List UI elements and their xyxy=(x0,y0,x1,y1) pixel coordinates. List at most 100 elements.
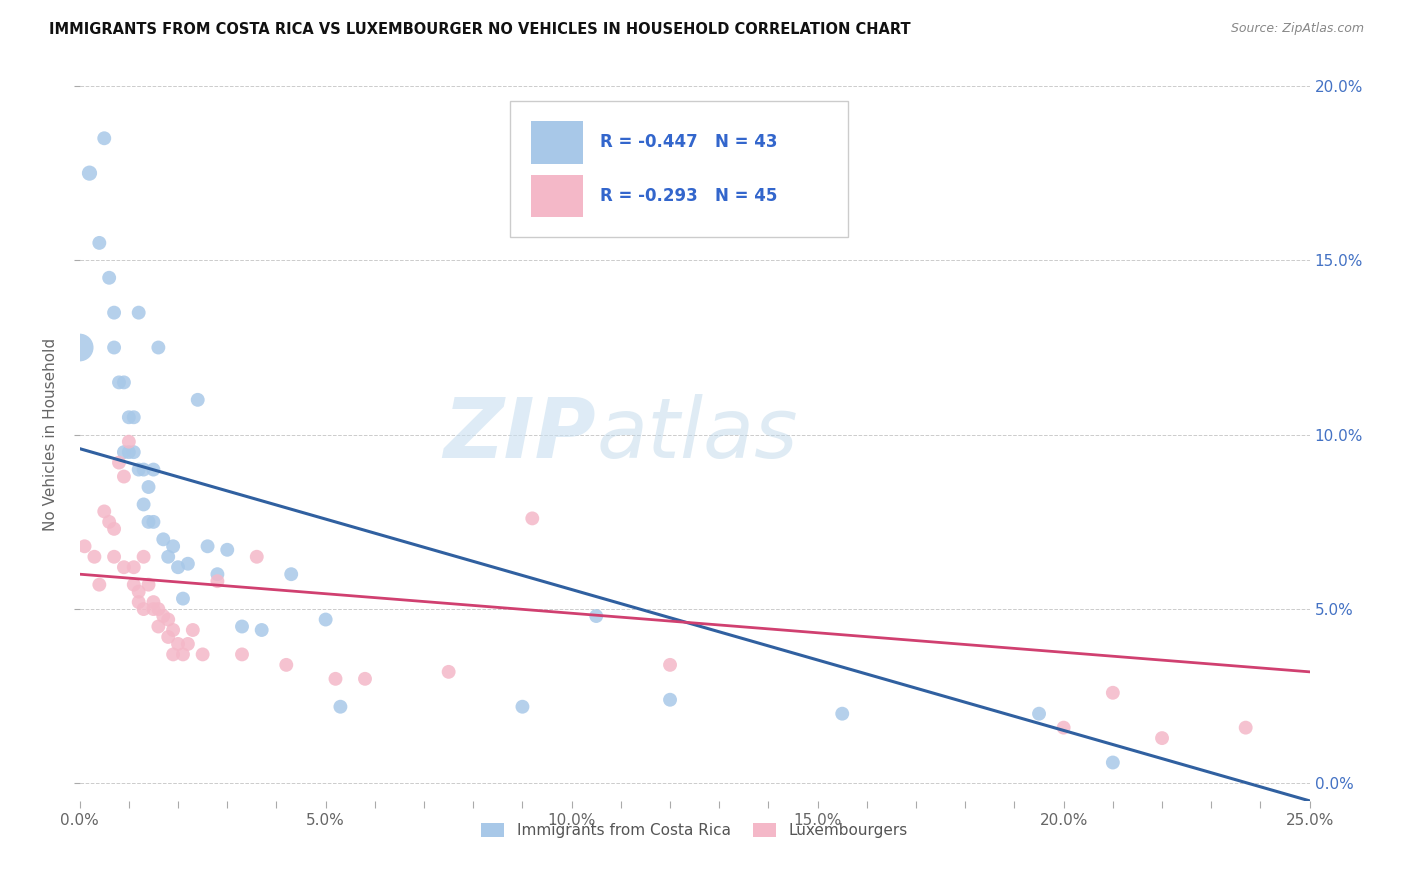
Point xyxy=(172,591,194,606)
Point xyxy=(103,522,125,536)
Point xyxy=(162,539,184,553)
Point xyxy=(207,574,229,589)
Bar xyxy=(531,175,582,217)
Point xyxy=(280,567,302,582)
Point xyxy=(162,648,184,662)
Point xyxy=(152,609,174,624)
FancyBboxPatch shape xyxy=(510,102,848,237)
Text: atlas: atlas xyxy=(596,394,797,475)
Point xyxy=(132,549,155,564)
Point xyxy=(112,469,135,483)
Point xyxy=(1101,686,1123,700)
Point xyxy=(128,595,150,609)
Bar xyxy=(531,121,582,164)
Point xyxy=(325,672,347,686)
Point xyxy=(122,560,145,574)
Point xyxy=(276,657,298,672)
Point xyxy=(217,542,239,557)
Point xyxy=(207,567,229,582)
Point xyxy=(103,341,125,355)
Point xyxy=(152,533,174,547)
Point xyxy=(329,699,352,714)
Point xyxy=(108,456,131,470)
Point xyxy=(231,619,253,633)
Point xyxy=(148,341,170,355)
Point xyxy=(181,623,204,637)
Point xyxy=(1234,721,1257,735)
Point xyxy=(522,511,544,525)
Point xyxy=(138,577,160,591)
Point xyxy=(83,549,105,564)
Y-axis label: No Vehicles in Household: No Vehicles in Household xyxy=(44,338,58,532)
Point xyxy=(250,623,273,637)
Point xyxy=(138,515,160,529)
Point xyxy=(142,462,165,476)
Text: R = -0.293   N = 45: R = -0.293 N = 45 xyxy=(600,187,778,205)
Point xyxy=(437,665,460,679)
Point xyxy=(148,619,170,633)
Point xyxy=(118,434,141,449)
Point xyxy=(167,560,190,574)
Point xyxy=(122,410,145,425)
Point xyxy=(79,166,101,180)
Point xyxy=(93,131,115,145)
Point xyxy=(132,462,155,476)
Point xyxy=(157,613,180,627)
Point xyxy=(89,577,111,591)
Point xyxy=(89,235,111,250)
Point xyxy=(157,630,180,644)
Point xyxy=(231,648,253,662)
Point xyxy=(246,549,269,564)
Text: ZIP: ZIP xyxy=(444,394,596,475)
Point xyxy=(191,648,214,662)
Point xyxy=(122,577,145,591)
Point xyxy=(128,584,150,599)
Point xyxy=(1150,731,1173,745)
Point xyxy=(118,410,141,425)
Point xyxy=(172,648,194,662)
Point xyxy=(512,699,534,714)
Point xyxy=(138,480,160,494)
Point xyxy=(128,462,150,476)
Point xyxy=(659,657,682,672)
Legend: Immigrants from Costa Rica, Luxembourgers: Immigrants from Costa Rica, Luxembourger… xyxy=(475,817,914,845)
Point xyxy=(73,539,96,553)
Point xyxy=(177,557,200,571)
Point xyxy=(103,305,125,319)
Point xyxy=(831,706,853,721)
Point xyxy=(148,602,170,616)
Point xyxy=(112,376,135,390)
Text: IMMIGRANTS FROM COSTA RICA VS LUXEMBOURGER NO VEHICLES IN HOUSEHOLD CORRELATION : IMMIGRANTS FROM COSTA RICA VS LUXEMBOURG… xyxy=(49,22,911,37)
Point xyxy=(108,376,131,390)
Point xyxy=(1101,756,1123,770)
Point xyxy=(118,445,141,459)
Point xyxy=(197,539,219,553)
Point xyxy=(659,692,682,706)
Point xyxy=(103,549,125,564)
Point xyxy=(69,341,91,355)
Point xyxy=(112,445,135,459)
Point xyxy=(142,515,165,529)
Point xyxy=(128,305,150,319)
Text: R = -0.447   N = 43: R = -0.447 N = 43 xyxy=(600,134,778,152)
Point xyxy=(142,595,165,609)
Point xyxy=(122,445,145,459)
Point xyxy=(93,504,115,518)
Point xyxy=(1053,721,1076,735)
Point xyxy=(177,637,200,651)
Text: Source: ZipAtlas.com: Source: ZipAtlas.com xyxy=(1230,22,1364,36)
Point xyxy=(98,270,121,285)
Point xyxy=(112,560,135,574)
Point xyxy=(187,392,209,407)
Point xyxy=(585,609,607,624)
Point xyxy=(142,602,165,616)
Point xyxy=(1028,706,1050,721)
Point xyxy=(315,613,337,627)
Point xyxy=(132,602,155,616)
Point xyxy=(157,549,180,564)
Point xyxy=(132,498,155,512)
Point xyxy=(167,637,190,651)
Point xyxy=(354,672,377,686)
Point xyxy=(162,623,184,637)
Point xyxy=(98,515,121,529)
